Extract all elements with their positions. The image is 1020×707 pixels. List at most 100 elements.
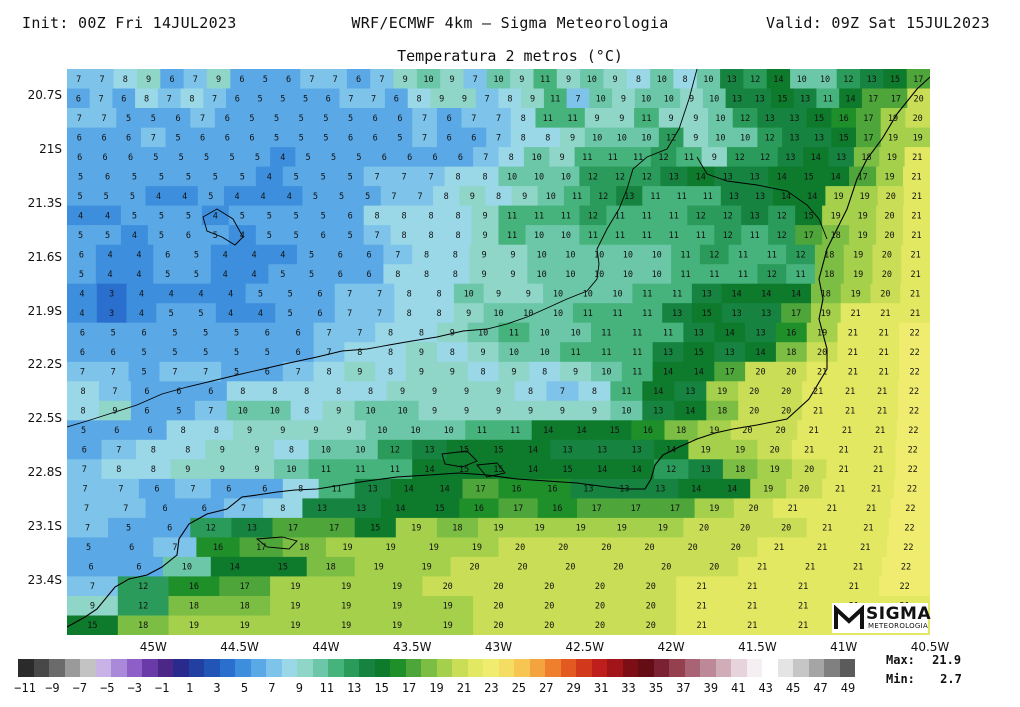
temperature-cell	[424, 303, 455, 324]
temperature-value: 11	[669, 231, 679, 241]
temperature-cell	[135, 88, 159, 109]
colorbar-swatch	[746, 659, 762, 677]
temperature-cell	[221, 322, 253, 343]
temperature-cell	[282, 225, 311, 246]
temperature-value: 11	[615, 211, 625, 221]
temperature-cell	[826, 439, 862, 461]
colorbar-tick-label: 39	[703, 681, 719, 695]
temperature-cell	[609, 127, 635, 148]
temperature-value: 5	[79, 270, 84, 280]
temperature-cell	[258, 400, 292, 422]
temperature-value: 6	[265, 368, 270, 378]
temperature-cell	[320, 576, 373, 597]
temperature-cell	[880, 127, 907, 148]
temperature-cell	[119, 186, 147, 207]
temperature-value: 5	[151, 114, 156, 124]
temperature-cell	[498, 244, 529, 265]
colorbar-swatch	[467, 659, 483, 677]
temperature-value: 6	[382, 153, 387, 163]
temperature-value: 20	[880, 289, 890, 299]
temperature-value: 14	[845, 94, 855, 104]
temperature-value: 8	[592, 387, 597, 397]
temperature-value: 13	[723, 172, 733, 182]
temperature-cell	[475, 88, 500, 109]
temperature-value: 10	[565, 270, 575, 280]
temperature-value: 5	[258, 289, 263, 299]
temperature-value: 19	[421, 563, 431, 573]
temperature-value: 14	[528, 465, 538, 475]
min-stat: Min: 2.7	[886, 672, 962, 686]
temperature-value: 13	[663, 348, 673, 358]
temperature-cell	[777, 596, 830, 617]
temperature-cell	[276, 186, 304, 207]
colorbar-tick-label: 47	[813, 681, 828, 695]
temperature-value: 17	[513, 504, 523, 514]
temperature-value: 21	[817, 368, 827, 378]
temperature-cell	[467, 361, 500, 383]
temperature-cell	[375, 342, 407, 363]
temperature-cell	[343, 459, 379, 480]
temperature-cell	[320, 615, 373, 635]
temperature-value: 11	[534, 211, 544, 221]
temperature-cell	[613, 264, 644, 285]
temperature-cell	[498, 361, 531, 383]
temperature-cell	[529, 361, 561, 383]
temperature-cell	[905, 127, 930, 148]
temperature-cell	[126, 303, 158, 324]
temperature-cell	[498, 498, 539, 519]
temperature-cell	[159, 361, 192, 383]
temperature-cell	[861, 88, 886, 109]
temperature-value: 20	[775, 426, 785, 436]
temperature-value: 17	[631, 504, 641, 514]
temperature-value: 20	[709, 563, 719, 573]
temperature-value: 19	[443, 602, 453, 612]
temperature-cell	[363, 225, 392, 246]
temperature-cell	[498, 147, 525, 168]
temperature-cell	[106, 498, 147, 519]
temperature-value: 10	[715, 133, 725, 143]
temperature-cell	[412, 264, 442, 285]
temperature-value: 14	[781, 192, 791, 202]
temperature-value: 4	[240, 231, 245, 241]
temperature-cell	[153, 537, 198, 558]
temperature-value: 8	[407, 309, 412, 319]
temperature-cell	[210, 556, 260, 578]
temperature-value: 4	[287, 192, 292, 202]
temperature-value: 20	[469, 563, 479, 573]
temperature-value: 21	[873, 446, 883, 456]
temperature-cell	[322, 381, 356, 402]
temperature-value: 21	[879, 329, 889, 339]
temperature-map[interactable]: 7 7 8 9 6 7 9 6 5 6 7 7 6 7 9 10 9 7 10 9 11 9 10 9 8 10 8 10 13 12 14…	[67, 69, 930, 635]
temperature-value: 6	[105, 172, 110, 182]
temperature-cell	[660, 205, 689, 226]
temperature-cell	[511, 186, 539, 207]
temperature-cell	[858, 478, 895, 500]
temperature-cell	[124, 244, 155, 265]
temperature-value: 6	[79, 250, 84, 260]
temperature-value: 20	[749, 387, 759, 397]
temperature-value: 5	[213, 231, 218, 241]
temperature-value: 18	[299, 543, 309, 553]
temperature-value: 21	[835, 485, 845, 495]
temperature-value: 4	[78, 211, 83, 221]
temperature-value: 21	[912, 153, 922, 163]
temperature-cell	[768, 166, 796, 187]
temperature-cell	[450, 381, 484, 402]
temperature-value: 8	[116, 465, 121, 475]
temperature-cell	[510, 127, 537, 148]
temperature-cell	[653, 459, 690, 480]
latitude-tick-label: 20.7S	[27, 87, 62, 102]
temperature-cell	[174, 478, 212, 500]
temperature-value: 20	[781, 407, 791, 417]
temperature-value: 6	[366, 250, 371, 260]
temperature-value: 7	[200, 114, 205, 124]
temperature-value: 9	[466, 309, 471, 319]
temperature-value: 21	[910, 289, 920, 299]
temperature-cell	[67, 147, 94, 168]
temperature-value: 5	[249, 114, 254, 124]
temperature-cell	[282, 342, 315, 363]
temperature-cell	[377, 439, 413, 461]
temperature-value: 4	[280, 250, 285, 260]
temperature-value: 15	[777, 94, 787, 104]
temperature-value: 7	[82, 465, 87, 475]
